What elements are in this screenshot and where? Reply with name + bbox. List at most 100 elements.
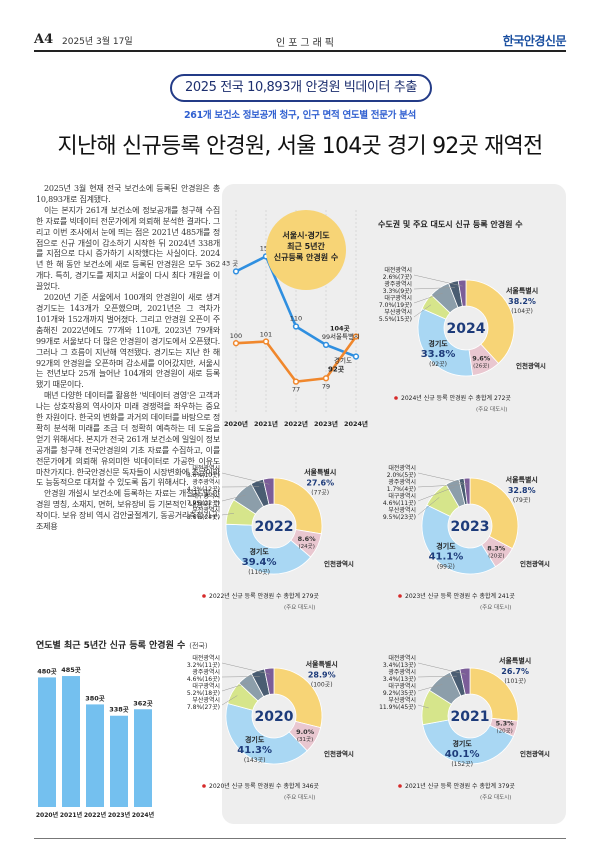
total-bullet xyxy=(202,784,206,788)
slice-percent-label: 38.2% xyxy=(508,297,536,306)
donut-slice xyxy=(262,477,275,506)
total-caption: 2024년 신규 등록 안경원 수 총합계 272곳 xyxy=(401,394,511,402)
slice-percent-label: 32.8% xyxy=(508,486,536,495)
donut-year-label: 2024 xyxy=(447,321,486,337)
article-paragraph: 2025년 3월 현재 전국 보건소에 등록된 안경원은 총 10,893개로 … xyxy=(36,184,220,204)
article-paragraph: 매년 다양한 데이터를 활용한 '빅데이터 경영'은 고객과 나는 상호작용의 … xyxy=(36,391,220,488)
donut-year-label: 2020 xyxy=(255,709,294,725)
issue-date: 2025년 3월 17일 xyxy=(62,37,133,47)
slice-value-label: 4.6%(11곳) xyxy=(383,500,416,507)
x-tick-label: 2021년 xyxy=(254,419,278,428)
bar xyxy=(134,709,152,807)
bar xyxy=(38,677,56,807)
leader-line xyxy=(417,484,463,488)
donut-slice xyxy=(459,667,471,695)
donut-year-label: 2023 xyxy=(451,519,490,535)
donut-chart-2021: 2021 서울특별시 26.7% (101곳) 5.3%(20곳) 인천광역시 경기도40.… xyxy=(379,654,550,801)
total-caption: 2021년 신규 등록 안경원 수 총합계 379곳 xyxy=(405,782,515,790)
page-number: A4 xyxy=(34,32,54,47)
slice-name-label: 경기도 xyxy=(249,547,269,556)
bar-value-label: 480곳 xyxy=(37,667,57,675)
bar-chart: 480곳 2020년 485곳 2021년 380곳 2022년 338곳 2023년 362곳… xyxy=(36,666,155,819)
slice-name-label: 인천광역시 xyxy=(324,559,354,568)
total-caption: 2022년 신규 등록 안경원 수 총합계 279곳 xyxy=(209,592,319,600)
slice-percent-label: 26.7% xyxy=(501,667,529,676)
slice-count-label: (104곳) xyxy=(511,308,533,315)
slice-percent-label: 9.6% xyxy=(472,355,491,363)
slice-count-label: (26곳) xyxy=(473,363,489,370)
slice-count-label: (24곳) xyxy=(298,543,314,550)
donut-section-title: 수도권 및 주요 대도시 신규 등록 안경원 수 xyxy=(378,219,523,229)
total-caption: 2020년 신규 등록 안경원 수 총합계 346곳 xyxy=(209,782,319,790)
gyeonggi-end-name: 경기도 xyxy=(334,356,352,365)
slice-name-label: 부산광역시 xyxy=(388,506,416,514)
total-bullet xyxy=(202,594,206,598)
slice-count-label: (79곳) xyxy=(513,497,531,504)
seoul-point xyxy=(322,375,330,382)
newspaper-logo: 한국안경신문 xyxy=(502,34,567,48)
slice-percent-label: 33.8% xyxy=(421,349,456,360)
slice-name-label: 인천광역시 xyxy=(516,361,546,370)
slice-percent-label: 41.3% xyxy=(237,745,272,756)
leader-line xyxy=(413,274,463,287)
total-note: (주요 대도시) xyxy=(480,603,511,611)
slice-name-label: 서울특별시 xyxy=(306,659,338,668)
slice-percent-label: 8.6% xyxy=(298,535,317,543)
leader-line xyxy=(413,292,443,304)
callout-circle xyxy=(266,210,346,290)
slice-value-label: 3.4%(13곳) xyxy=(383,676,416,683)
donut-slice xyxy=(422,719,514,765)
slice-name-label: 부산광역시 xyxy=(192,506,220,514)
leader-line xyxy=(413,304,432,318)
footer-rule xyxy=(34,838,566,839)
slice-value-label: 3.6%(10곳) xyxy=(187,472,220,479)
x-tick-label: 2024년 xyxy=(132,811,155,819)
x-tick-label: 2023년 xyxy=(108,811,131,819)
leader-line xyxy=(413,287,455,290)
bar xyxy=(86,704,104,807)
slice-count-label: (110곳) xyxy=(248,569,270,576)
slice-name-label: 대구광역시 xyxy=(388,492,416,500)
donut-slice xyxy=(465,279,515,364)
slice-value-label: 9.5%(23곳) xyxy=(383,514,416,521)
x-tick-label: 2023년 xyxy=(314,419,338,428)
x-tick-label: 2024년 xyxy=(344,419,368,428)
slice-count-label: (92곳) xyxy=(429,361,447,368)
bar-chart-unit: (전국) xyxy=(189,642,208,650)
slice-value-label: 5.2%(18곳) xyxy=(187,690,220,697)
slice-count-label: (20곳) xyxy=(488,553,504,560)
leader-line xyxy=(221,513,235,516)
total-note: (주요 대도시) xyxy=(284,793,315,801)
donut-slice xyxy=(457,279,467,307)
slice-value-label: 8.6%(24곳) xyxy=(187,514,220,521)
slice-name-label: 광주광역시 xyxy=(388,668,416,676)
slice-value-label: 7.0%(19곳) xyxy=(379,302,412,309)
slice-name-label: 서울특별시 xyxy=(506,286,538,295)
slice-count-label: (143곳) xyxy=(244,757,266,764)
masthead-rule xyxy=(34,50,566,52)
donut-slice xyxy=(469,477,519,550)
gyeonggi-point xyxy=(232,268,240,275)
banner-title: 2025 전국 10,893개 안경원 빅데이터 추출 xyxy=(170,74,432,102)
leader-line xyxy=(221,695,238,706)
slice-value-label: 4.3%(12곳) xyxy=(187,486,220,493)
donut-chart-2024: 수도권 및 주요 대도시 신규 등록 안경원 수 2024 서울특별시 38.2% (1… xyxy=(378,219,546,413)
gyeonggi-point xyxy=(322,341,330,349)
slice-name-label: 대전광역시 xyxy=(192,464,220,472)
donut-slice xyxy=(463,477,471,505)
leader-line xyxy=(221,494,246,502)
masthead: A4 2025년 3월 17일 인포그래픽 한국안경신문 xyxy=(0,0,600,52)
x-tick-label: 2022년 xyxy=(84,811,107,819)
callout-text: 최근 5년간 xyxy=(287,241,325,251)
slice-name-label: 인천광역시 xyxy=(324,749,354,758)
bar-value-label: 362곳 xyxy=(133,699,153,707)
slice-percent-label: 39.4% xyxy=(242,557,277,568)
slice-value-label: 7.8%(27곳) xyxy=(187,704,220,711)
slice-percent-label: 5.3% xyxy=(496,720,515,728)
slice-name-label: 부산광역시 xyxy=(192,696,220,704)
slice-value-label: 4.6%(16곳) xyxy=(187,676,220,683)
slice-name-label: 경기도 xyxy=(428,339,448,348)
leader-line xyxy=(417,662,466,675)
headline: 지난해 신규등록 안경원, 서울 104곳 경기 92곳 재역전 xyxy=(57,134,544,159)
leader-line xyxy=(221,676,260,678)
